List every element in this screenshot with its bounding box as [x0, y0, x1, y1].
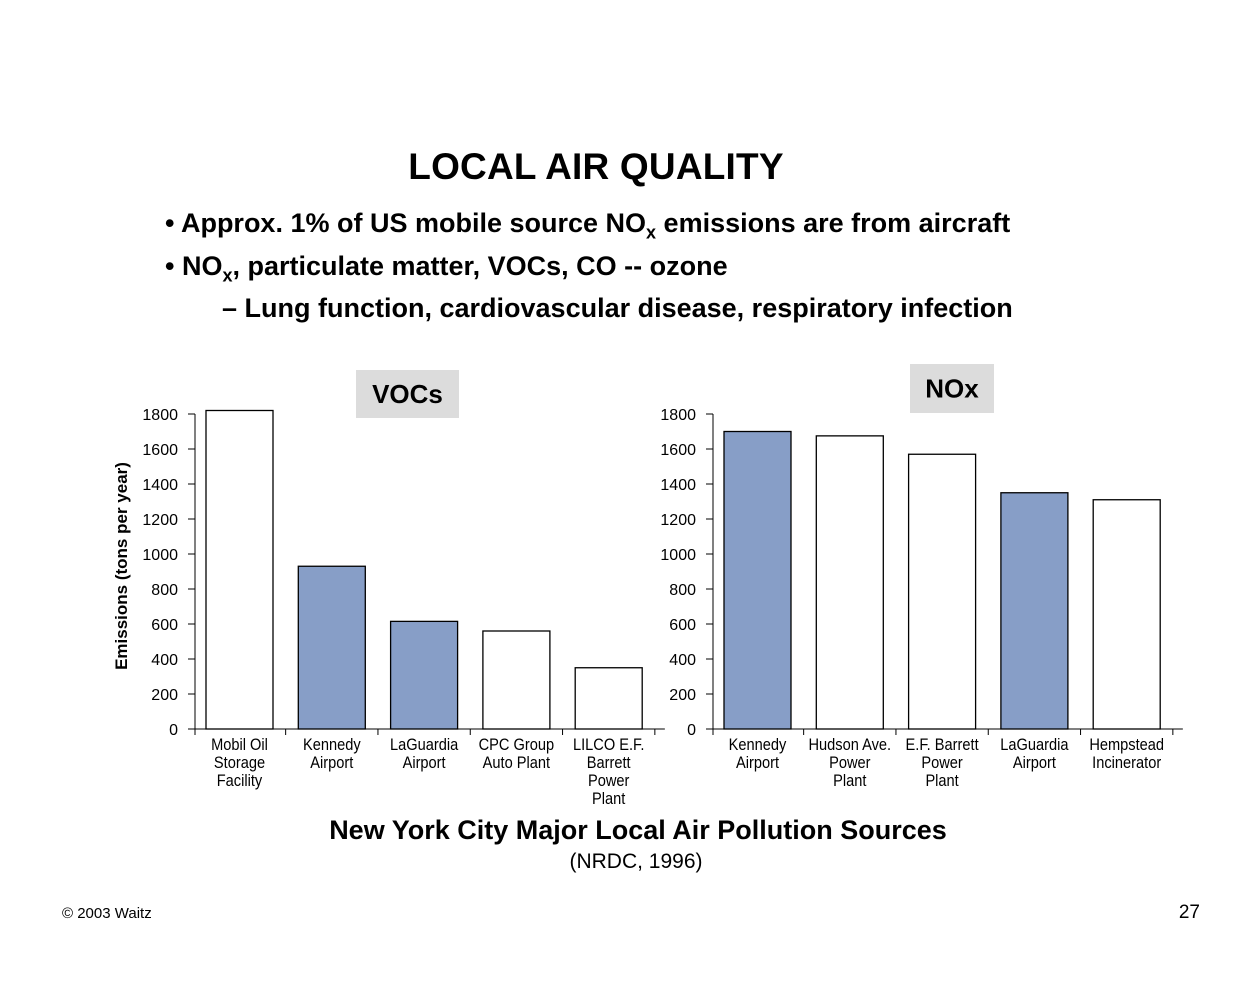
x-category-label: Auto Plant [483, 754, 551, 772]
x-category-label: Facility [217, 772, 263, 790]
x-category-label: Kennedy [729, 736, 787, 754]
x-category-label: Plant [925, 772, 959, 790]
y-tick-label: 1400 [660, 477, 696, 494]
bullet-text-after: , particulate matter, VOCs, CO -- ozone [232, 251, 728, 281]
bar [815, 435, 884, 730]
bullet-marker: • [165, 251, 175, 281]
x-category-label: Mobil Oil [211, 736, 268, 754]
y-tick-label: 400 [669, 652, 696, 669]
y-axis-title: Emissions (tons per year) [112, 462, 131, 670]
chart-title: VOCs [372, 379, 443, 409]
bar [205, 409, 274, 730]
x-category-label: LILCO E.F. [573, 736, 644, 754]
y-tick-label: 1600 [142, 442, 178, 459]
bar [1000, 492, 1069, 730]
y-tick-label: 1200 [142, 512, 178, 529]
y-tick-label: 200 [669, 687, 696, 704]
x-category-label: Power [921, 754, 963, 772]
x-category-label: Hempstead [1089, 736, 1164, 754]
sub-bullet-health-effects: – Lung function, cardiovascular disease,… [222, 293, 1013, 324]
x-category-label: Barrett [587, 754, 631, 772]
y-tick-label: 200 [151, 687, 178, 704]
bullet-aircraft-nox: • Approx. 1% of US mobile source NOx emi… [165, 208, 1010, 243]
x-category-label: Airport [736, 754, 780, 772]
x-category-label: Airport [1013, 754, 1057, 772]
x-category-label: Power [829, 754, 871, 772]
y-tick-label: 1000 [142, 547, 178, 564]
x-category-label: LaGuardia [1000, 736, 1068, 754]
x-category-label: Airport [310, 754, 354, 772]
bar [723, 430, 792, 730]
bar [482, 630, 551, 730]
bullet-subscript: x [222, 265, 233, 286]
bar [389, 620, 459, 730]
x-category-label: Airport [403, 754, 447, 772]
y-tick-label: 1400 [142, 477, 178, 494]
bullet-text-before: Approx. 1% of US mobile source NO [180, 208, 647, 238]
y-tick-label: 0 [169, 722, 178, 739]
y-tick-label: 0 [687, 722, 696, 739]
bullet-text-after: emissions are from aircraft [656, 208, 1011, 238]
x-category-label: Kennedy [303, 736, 361, 754]
x-category-label: E.F. Barrett [906, 736, 980, 754]
y-tick-label: 800 [669, 582, 696, 599]
x-category-label: Power [588, 772, 630, 790]
x-category-label: LaGuardia [390, 736, 458, 754]
y-tick-label: 1200 [660, 512, 696, 529]
y-tick-label: 800 [151, 582, 178, 599]
chart-title-box [910, 364, 994, 413]
bullet-text-before: NO [181, 251, 223, 281]
sub-bullet-text: Lung function, cardiovascular disease, r… [244, 293, 1013, 323]
y-tick-label: 1800 [142, 407, 178, 424]
bullet-pollutants: • NOx, particulate matter, VOCs, CO -- o… [165, 251, 728, 286]
x-category-label: CPC Group [479, 736, 555, 754]
slide-title: LOCAL AIR QUALITY [408, 146, 784, 187]
chart-caption: New York City Major Local Air Pollution … [329, 815, 947, 845]
x-category-label: Incinerator [1092, 754, 1162, 772]
x-category-label: Plant [592, 790, 626, 808]
chart-source: (NRDC, 1996) [569, 850, 703, 873]
bullet-marker: • [165, 208, 175, 238]
bar [574, 667, 643, 730]
x-category-label: Storage [214, 754, 265, 772]
x-category-label: Plant [833, 772, 867, 790]
bar [1092, 499, 1161, 730]
sub-bullet-marker: – [222, 293, 238, 323]
y-tick-label: 1800 [660, 407, 696, 424]
bullet-subscript: x [646, 222, 657, 243]
y-tick-label: 600 [151, 617, 178, 634]
y-tick-label: 400 [151, 652, 178, 669]
page-number: 27 [1178, 902, 1200, 923]
x-category-label: Hudson Ave. [809, 736, 892, 754]
bar [297, 565, 366, 730]
chart-title: NOx [925, 374, 979, 404]
copyright: © 2003 Waitz [62, 905, 152, 922]
chart-title-box [356, 370, 459, 418]
y-tick-label: 1000 [660, 547, 696, 564]
y-tick-label: 600 [669, 617, 696, 634]
bar [907, 453, 977, 730]
y-tick-label: 1600 [660, 442, 696, 459]
